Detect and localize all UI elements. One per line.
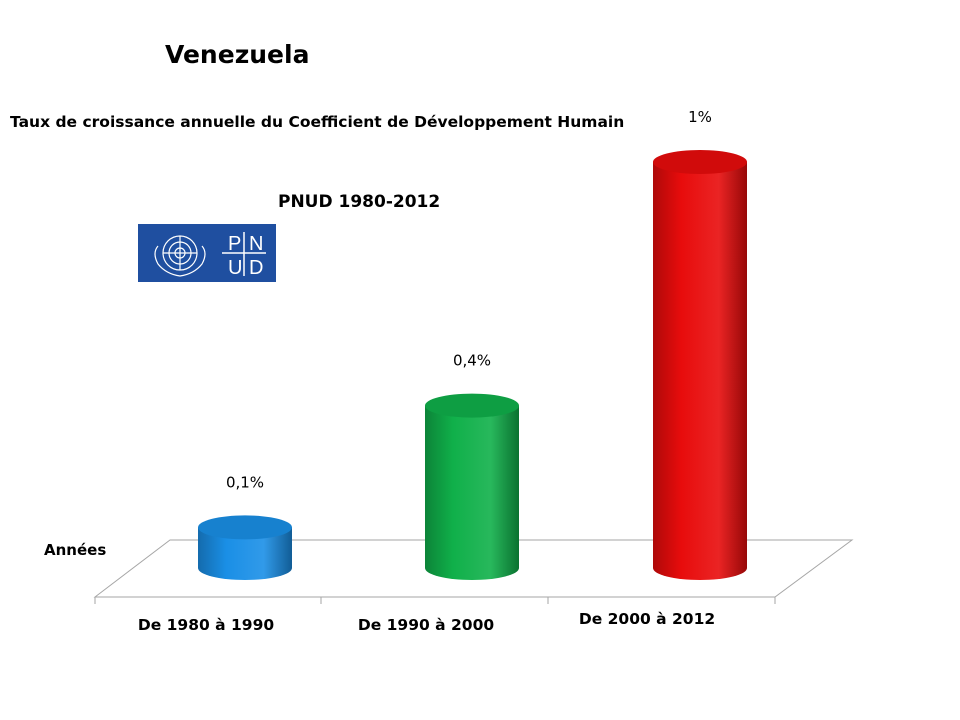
- x-tick-label-2: De 1990 à 2000: [358, 616, 495, 634]
- bar-1: [198, 515, 292, 580]
- chart-title: Venezuela: [165, 40, 310, 69]
- source-label: PNUD 1980-2012: [278, 192, 441, 212]
- y-axis-label: Années: [44, 541, 107, 559]
- bar-3: [653, 150, 747, 580]
- x-tick-label-1: De 1980 à 1990: [138, 616, 275, 634]
- un-emblem-icon: [154, 235, 206, 277]
- x-tick-label-3: De 2000 à 2012: [579, 610, 715, 628]
- bar-2: [425, 393, 519, 580]
- logo-letter-n: N: [249, 233, 263, 255]
- data-label-2: 0,4%: [453, 352, 491, 370]
- logo-letter-d: D: [249, 257, 263, 279]
- chart-subtitle: Taux de croissance annuelle du Coefficie…: [10, 113, 625, 131]
- logo-letter-p: P: [228, 233, 241, 255]
- data-label-1: 0,1%: [226, 473, 264, 491]
- logo-letter-u: U: [228, 257, 242, 279]
- data-label-3: 1%: [688, 108, 712, 126]
- undp-logo: P N U D: [138, 224, 276, 282]
